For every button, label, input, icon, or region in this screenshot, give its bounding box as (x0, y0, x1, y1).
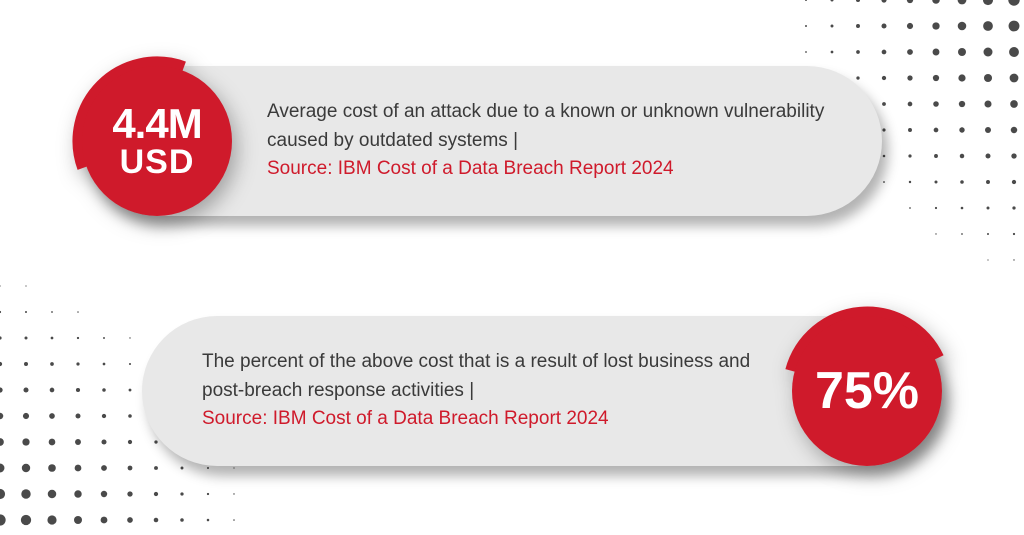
badge-circle: 75% (792, 316, 942, 466)
stat-source: Source: IBM Cost of a Data Breach Report… (267, 158, 674, 179)
stat-source: Source: IBM Cost of a Data Breach Report… (202, 408, 609, 429)
badge-value-main: 4.4M (112, 103, 201, 145)
stat-card-percent: The percent of the above cost that is a … (142, 316, 942, 466)
badge-value-main: 75% (815, 365, 919, 417)
separator: | (464, 380, 474, 401)
stat-badge: 4.4M USD (72, 56, 242, 226)
stat-text: Average cost of an attack due to a known… (267, 98, 827, 184)
stat-badge: 75% (782, 306, 952, 476)
separator: | (508, 130, 518, 151)
stat-description: The percent of the above cost that is a … (202, 351, 750, 401)
stat-card-cost: Average cost of an attack due to a known… (82, 66, 882, 216)
badge-circle: 4.4M USD (82, 66, 232, 216)
badge-value-sub: USD (120, 145, 195, 179)
stat-text: The percent of the above cost that is a … (202, 348, 762, 434)
stat-description: Average cost of an attack due to a known… (267, 101, 824, 151)
